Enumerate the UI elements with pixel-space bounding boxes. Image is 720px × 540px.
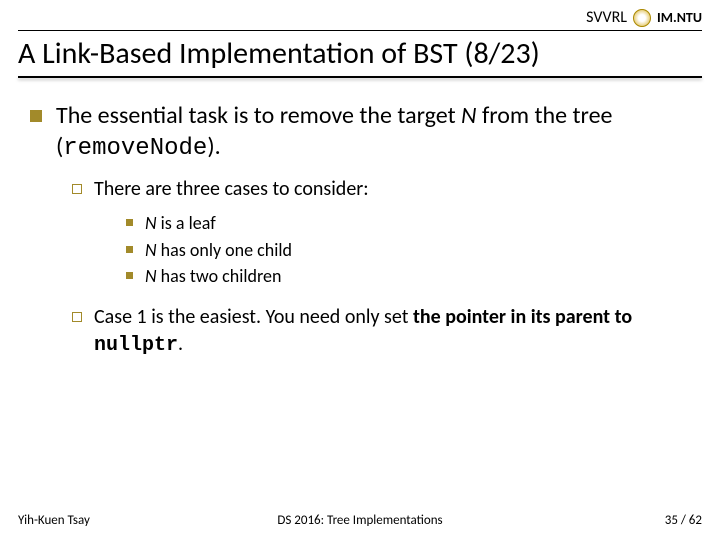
- title-rule-bottom: [18, 76, 702, 78]
- text: has two children: [157, 265, 282, 287]
- bullet-level3: N has only one child: [126, 238, 690, 262]
- text-italic: N: [145, 265, 157, 287]
- bullet-level3: N has two children: [126, 264, 690, 288]
- bullet-level3: N is a leaf: [126, 211, 690, 235]
- text-italic: N: [145, 239, 157, 261]
- square-outline-bullet-icon: [72, 312, 82, 322]
- footer-author: Yih-Kuen Tsay: [18, 513, 90, 528]
- header-left: SVVRL: [586, 8, 627, 27]
- text: has only one child: [157, 239, 292, 261]
- title-rule-top: [18, 30, 702, 31]
- spacer: [30, 290, 690, 304]
- title-block: A Link-Based Implementation of BST (8/23…: [18, 30, 702, 78]
- text-italic: N: [461, 101, 476, 130]
- text: .: [178, 332, 183, 356]
- text: Case 1 is the easiest. You need only set: [94, 305, 413, 329]
- text-bold: the pointer in its parent to: [413, 305, 632, 329]
- footer: Yih-Kuen Tsay DS 2016: Tree Implementati…: [18, 513, 702, 528]
- square-bullet-icon: [126, 272, 133, 279]
- text: is a leaf: [157, 212, 216, 234]
- square-outline-bullet-icon: [72, 184, 82, 194]
- square-bullet-icon: [126, 246, 133, 253]
- text-bold-code: nullptr: [94, 334, 178, 357]
- text: ).: [207, 132, 220, 161]
- case1-text: N is a leaf: [145, 211, 216, 235]
- header-bar: SVVRL IM.NTU: [586, 8, 702, 27]
- bullet-level1: The essential task is to remove the targ…: [30, 100, 690, 164]
- case3-text: N has two children: [145, 264, 281, 288]
- logo-icon: [633, 9, 651, 27]
- footer-page: 35 / 62: [665, 513, 702, 528]
- bullet2b-text: Case 1 is the easiest. You need only set…: [94, 304, 690, 359]
- text: The essential task is to remove the targ…: [56, 101, 461, 130]
- text-italic: N: [145, 212, 157, 234]
- square-bullet-icon: [30, 110, 42, 122]
- case2-text: N has only one child: [145, 238, 292, 262]
- bullet-level2: Case 1 is the easiest. You need only set…: [72, 304, 690, 359]
- page-title: A Link-Based Implementation of BST (8/23…: [18, 33, 702, 76]
- content-area: The essential task is to remove the targ…: [30, 100, 690, 367]
- header-right: IM.NTU: [657, 9, 702, 26]
- bullet-level2: There are three cases to consider:: [72, 176, 690, 203]
- footer-title: DS 2016: Tree Implementations: [277, 513, 442, 528]
- bullet1-text: The essential task is to remove the targ…: [56, 100, 690, 164]
- square-bullet-icon: [126, 219, 133, 226]
- bullet2-text: There are three cases to consider:: [94, 176, 369, 203]
- text-code: removeNode: [63, 135, 207, 162]
